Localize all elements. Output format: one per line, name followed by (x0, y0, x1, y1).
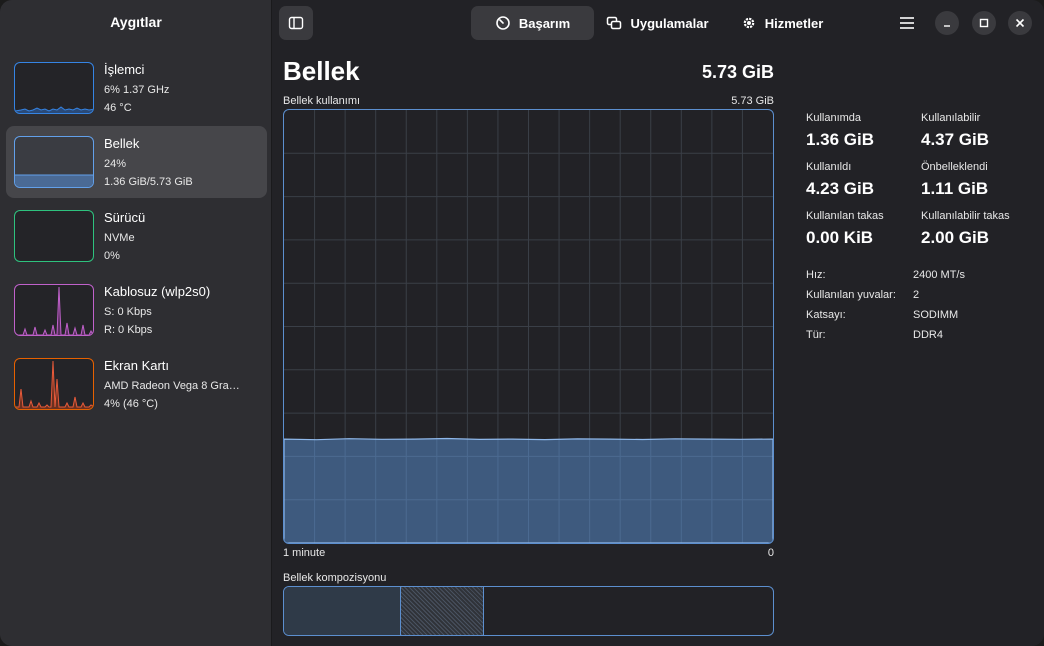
device-name: Ekran Kartı (104, 358, 170, 373)
device-detail: S: 0 Kbps (104, 306, 152, 318)
device-detail: 6% 1.37 GHz (104, 84, 170, 96)
tab-performance[interactable]: Başarım (471, 6, 594, 40)
spec-type-key: Tür: (806, 329, 826, 341)
apps-icon (607, 16, 622, 30)
header-bar: Başarım Uygulamalar Hizmetler (273, 0, 1044, 46)
stat-swap-used-label: Kullanılan takas (806, 210, 884, 222)
stat-available-value: 4.37 GiB (921, 130, 990, 149)
minimize-icon (944, 25, 950, 27)
stat-in-use-value: 1.36 GiB (806, 130, 875, 149)
composition-used-segment (284, 587, 401, 635)
spec-speed-key: Hız: (806, 269, 826, 281)
graph-time-axis-right: 0 (767, 547, 774, 559)
gear-icon (743, 17, 755, 29)
composition-cached-segment (401, 587, 484, 635)
memory-composition-bar (283, 586, 774, 636)
stat-in-use-label: Kullanımda (806, 112, 862, 124)
spec-slots-key: Kullanılan yuvalar: (806, 289, 896, 301)
graph-label: Bellek kullanımı (283, 95, 361, 107)
spec-form-factor-key: Katsayı: (806, 309, 846, 321)
stat-committed-label: Kullanıldı (806, 161, 852, 173)
sidebar-item-wireless[interactable]: Kablosuz (wlp2s0) S: 0 Kbps R: 0 Kbps (6, 274, 267, 346)
device-detail: 24% (104, 158, 127, 170)
memory-total: 5.73 GiB (701, 62, 774, 82)
spec-slots-value: 2 (913, 289, 920, 301)
sidebar-title: Aygıtlar (110, 14, 162, 30)
tab-applications[interactable]: Uygulamalar (600, 6, 715, 40)
page-title: Bellek (283, 56, 360, 86)
sidebar-item-cpu[interactable]: İşlemci 6% 1.37 GHz 46 °C (6, 52, 267, 124)
device-name: Bellek (104, 136, 140, 151)
sidebar-toggle-button[interactable] (279, 6, 313, 40)
wireless-graph-thumbnail (14, 284, 94, 336)
gpu-graph-thumbnail (14, 358, 94, 410)
hamburger-menu-icon (900, 17, 914, 29)
stat-cached-value: 1.11 GiB (921, 179, 989, 198)
spec-form-factor-value: SODIMM (913, 309, 959, 321)
minimize-button[interactable] (935, 11, 959, 35)
cpu-graph-thumbnail (14, 62, 94, 114)
sidebar-toggle-icon (288, 16, 304, 30)
sidebar-item-gpu[interactable]: Ekran Kartı AMD Radeon Vega 8 Gra… 4% (4… (6, 348, 267, 420)
device-detail: 0% (104, 250, 120, 262)
tab-label: Başarım (518, 15, 571, 31)
maximize-icon (979, 18, 989, 28)
tab-services[interactable]: Hizmetler (729, 6, 835, 40)
device-name: Sürücü (104, 210, 146, 225)
gauge-icon (496, 16, 510, 30)
sidebar-item-memory[interactable]: Bellek 24% 1.36 GiB/5.73 GiB (6, 126, 267, 198)
sidebar-item-drive[interactable]: Sürücü NVMe 0% (6, 200, 267, 272)
spec-speed-value: 2400 MT/s (913, 269, 965, 281)
close-button[interactable] (1008, 11, 1032, 35)
drive-graph-thumbnail (14, 210, 94, 262)
stat-cached-label: Önbelleklendi (921, 161, 988, 173)
spec-type-value: DDR4 (913, 329, 943, 341)
stat-swap-available-label: Kullanılabilir takas (921, 210, 1010, 222)
stat-swap-available-value: 2.00 GiB (921, 228, 990, 247)
device-name: İşlemci (104, 62, 145, 77)
device-detail: 4% (46 °C) (104, 398, 158, 410)
stat-committed-value: 4.23 GiB (806, 179, 875, 198)
device-name: Kablosuz (wlp2s0) (104, 284, 211, 299)
graph-time-axis-left: 1 minute (283, 547, 326, 559)
close-icon (1015, 18, 1025, 28)
main-menu-button[interactable] (893, 6, 921, 40)
tab-label: Uygulamalar (630, 15, 709, 31)
tab-label: Hizmetler (764, 15, 824, 31)
memory-usage-area (284, 437, 773, 543)
stat-available-label: Kullanılabilir (921, 112, 981, 124)
device-detail: R: 0 Kbps (104, 324, 153, 336)
composition-label: Bellek kompozisyonu (283, 572, 387, 584)
stat-swap-used-value: 0.00 KiB (806, 228, 874, 247)
device-detail: AMD Radeon Vega 8 Gra… (104, 380, 240, 392)
sidebar: Aygıtlar İşlemci 6% 1.37 GHz 46 °C Belle… (0, 0, 272, 646)
device-detail: 1.36 GiB/5.73 GiB (104, 176, 193, 188)
graph-max-label: 5.73 GiB (731, 95, 774, 107)
device-detail: NVMe (104, 232, 135, 244)
memory-usage-graph (283, 109, 774, 544)
memory-graph-thumbnail (14, 136, 94, 188)
device-detail: 46 °C (104, 102, 132, 114)
maximize-button[interactable] (972, 11, 996, 35)
